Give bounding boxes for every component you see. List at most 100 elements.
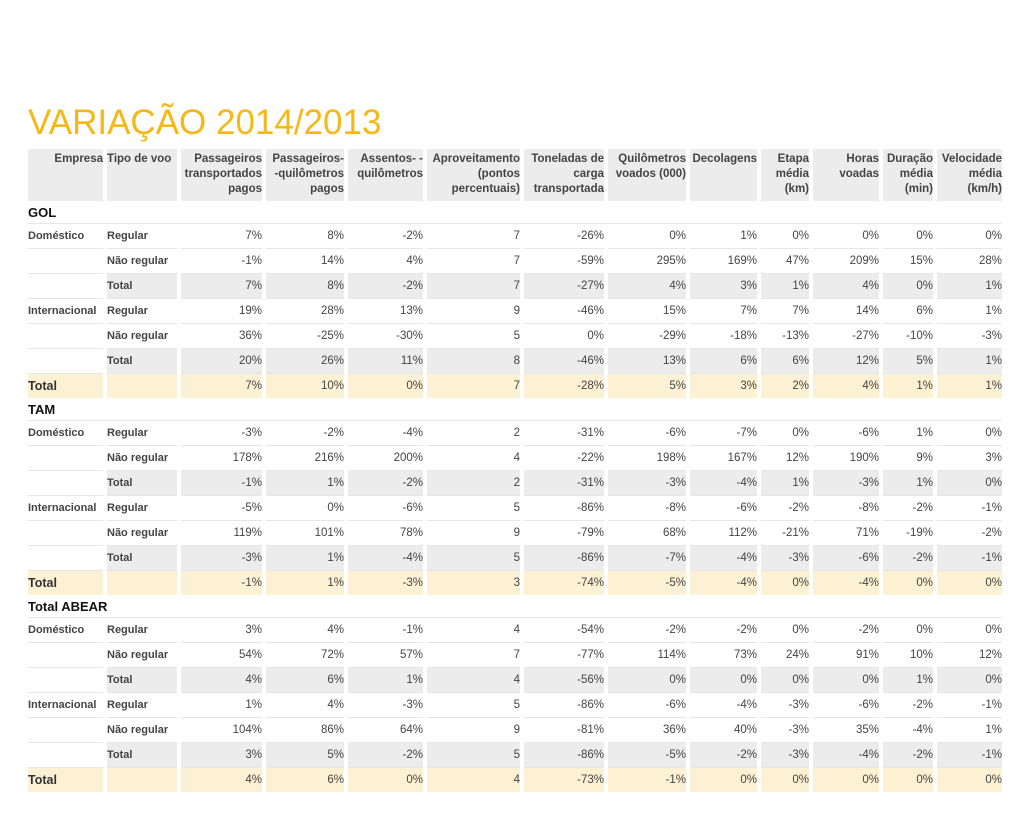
value-cell: 5 <box>427 496 520 521</box>
empresa-cell: Total <box>28 571 103 595</box>
value-cell: -86% <box>524 496 604 521</box>
value-cell: -3% <box>761 718 809 743</box>
table-row: Internacional Regular 19% 28% 13% 9 -46% 15% 7% 7… <box>28 299 1002 324</box>
column-header: Aproveitamento (pontos percentuais) <box>427 149 520 201</box>
table-row: Não regular -1% 14% 4% 7 -59% 295% 169% 47% 209% 1… <box>28 249 1002 274</box>
value-cell: 1% <box>348 668 423 693</box>
value-cell: -6% <box>608 693 686 718</box>
tipo-cell: Total <box>107 349 177 374</box>
tipo-cell: Regular <box>107 421 177 446</box>
empresa-cell <box>28 643 103 668</box>
subtotal-row: Total 3% 5% -2% 5 -86% -5% -2% -3% -4% -2% -1% <box>28 743 1002 768</box>
empresa-cell: Doméstico <box>28 224 103 249</box>
tipo-cell: Não regular <box>107 446 177 471</box>
value-cell: 169% <box>690 249 757 274</box>
value-cell: 5 <box>427 743 520 768</box>
table-row: Doméstico Regular 3% 4% -1% 4 -54% -2% -2% 0% -2% 0… <box>28 618 1002 643</box>
value-cell: 0% <box>524 324 604 349</box>
value-cell: -6% <box>608 421 686 446</box>
value-cell: 1% <box>883 421 933 446</box>
value-cell: 3% <box>181 618 262 643</box>
column-header: Velocidade média (km/h) <box>937 149 1002 201</box>
value-cell: -27% <box>813 324 879 349</box>
empresa-cell: Doméstico <box>28 618 103 643</box>
empresa-cell: Internacional <box>28 693 103 718</box>
value-cell: 12% <box>813 349 879 374</box>
tipo-cell: Não regular <box>107 521 177 546</box>
value-cell: -10% <box>883 324 933 349</box>
value-cell: 28% <box>937 249 1002 274</box>
empresa-cell <box>28 668 103 693</box>
value-cell: 0% <box>813 224 879 249</box>
value-cell: 7% <box>690 299 757 324</box>
value-cell: -31% <box>524 471 604 496</box>
value-cell: 4 <box>427 618 520 643</box>
group-name: Total ABEAR <box>28 595 1002 618</box>
value-cell: 7 <box>427 374 520 398</box>
value-cell: 0% <box>761 668 809 693</box>
tipo-cell: Não regular <box>107 324 177 349</box>
empresa-cell <box>28 274 103 299</box>
column-header: Toneladas de carga transportada <box>524 149 604 201</box>
value-cell: 104% <box>181 718 262 743</box>
table-row: Doméstico Regular 7% 8% -2% 7 -26% 0% 1% 0% 0% 0% 0% <box>28 224 1002 249</box>
empresa-cell: Internacional <box>28 299 103 324</box>
value-cell: 36% <box>608 718 686 743</box>
value-cell: 0% <box>937 224 1002 249</box>
value-cell: -1% <box>181 471 262 496</box>
value-cell: 15% <box>883 249 933 274</box>
value-cell: 0% <box>883 571 933 595</box>
value-cell: 7% <box>181 274 262 299</box>
value-cell: 5 <box>427 546 520 571</box>
column-header: Passageiros transportados pagos <box>181 149 262 201</box>
value-cell: 14% <box>813 299 879 324</box>
value-cell: 1% <box>181 693 262 718</box>
value-cell: -59% <box>524 249 604 274</box>
value-cell: 1% <box>761 274 809 299</box>
value-cell: 12% <box>761 446 809 471</box>
subtotal-row: Total -1% 1% -2% 2 -31% -3% -4% 1% -3% 1% 0% <box>28 471 1002 496</box>
column-header: Empresa <box>28 149 103 201</box>
value-cell: -79% <box>524 521 604 546</box>
value-cell: 4% <box>813 374 879 398</box>
value-cell: -86% <box>524 693 604 718</box>
value-cell: 7 <box>427 274 520 299</box>
tipo-cell: Regular <box>107 299 177 324</box>
empresa-cell <box>28 249 103 274</box>
empresa-cell <box>28 446 103 471</box>
total-row: Total 4% 6% 0% 4 -73% -1% 0% 0% 0% 0% 0% <box>28 768 1002 792</box>
value-cell: 71% <box>813 521 879 546</box>
value-cell: -2% <box>690 743 757 768</box>
value-cell: 3% <box>690 274 757 299</box>
value-cell: 9 <box>427 299 520 324</box>
value-cell: 14% <box>266 249 344 274</box>
empresa-cell <box>28 546 103 571</box>
value-cell: -2% <box>883 496 933 521</box>
value-cell: 1% <box>937 718 1002 743</box>
tipo-cell: Regular <box>107 618 177 643</box>
value-cell: 200% <box>348 446 423 471</box>
value-cell: 114% <box>608 643 686 668</box>
value-cell: -5% <box>608 571 686 595</box>
value-cell: 0% <box>348 768 423 792</box>
value-cell: 0% <box>761 618 809 643</box>
value-cell: -6% <box>813 546 879 571</box>
value-cell: 4% <box>181 768 262 792</box>
value-cell: -2% <box>937 521 1002 546</box>
value-cell: 7% <box>181 374 262 398</box>
value-cell: -46% <box>524 349 604 374</box>
empresa-cell: Internacional <box>28 496 103 521</box>
value-cell: 28% <box>266 299 344 324</box>
value-cell: -8% <box>608 496 686 521</box>
value-cell: -6% <box>690 496 757 521</box>
value-cell: 101% <box>266 521 344 546</box>
tipo-cell: Regular <box>107 693 177 718</box>
variation-table: Empresa Tipo de voo Passageiros transporta… <box>24 149 1006 792</box>
value-cell: -3% <box>348 571 423 595</box>
value-cell: -30% <box>348 324 423 349</box>
tipo-cell: Total <box>107 471 177 496</box>
group-name: GOL <box>28 201 1002 224</box>
value-cell: 0% <box>937 768 1002 792</box>
value-cell: 0% <box>883 274 933 299</box>
value-cell: 0% <box>348 374 423 398</box>
